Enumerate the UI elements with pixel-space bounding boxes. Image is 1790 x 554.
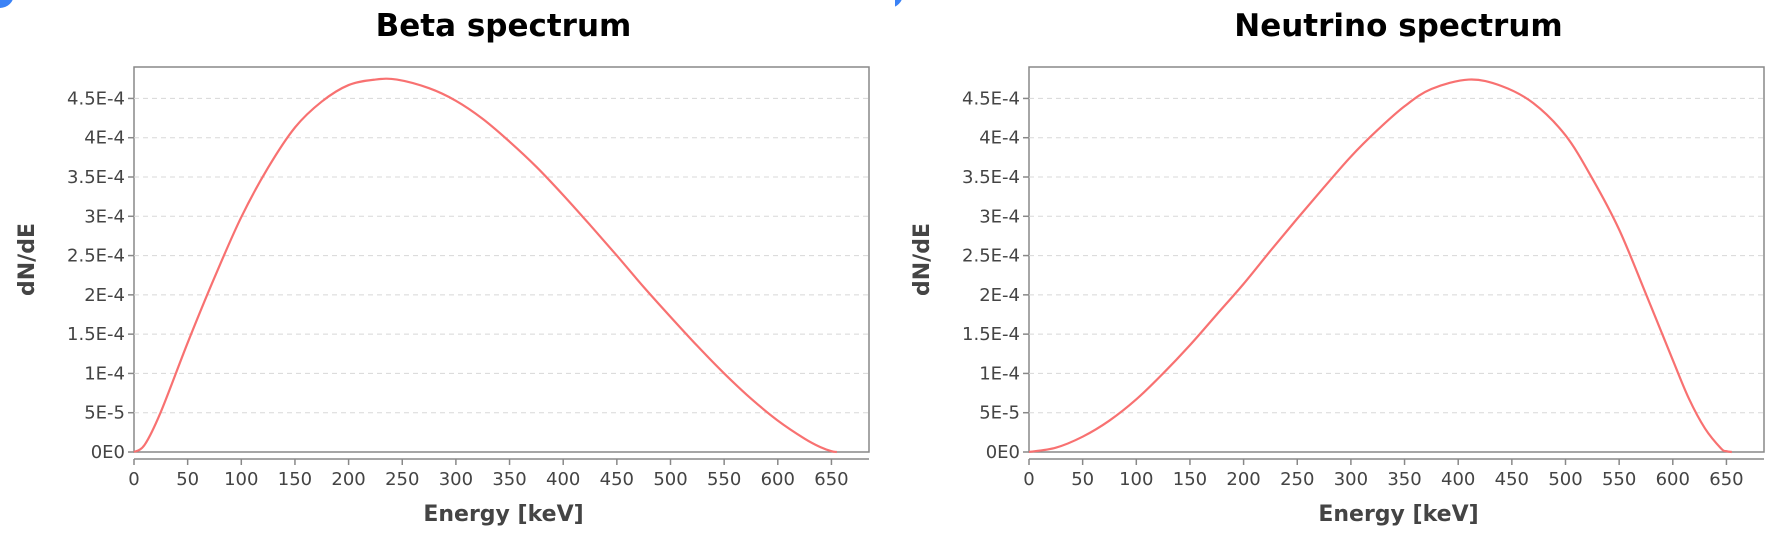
beta-spectrum-plot: Beta spectrum 0E0 5E-5 1E-4 1.5E-4 2E-4 2.5E-4… — [0, 0, 870, 527]
beta-spectrum-x-tick-label-7: 350 — [492, 469, 526, 490]
corner-indicator-icon — [0, 0, 13, 8]
beta-spectrum-plot-area — [133, 66, 870, 453]
neutrino-spectrum-y-tick-label-7: 3.5E-4 — [962, 167, 1020, 188]
beta-spectrum-x-tick-label-2: 100 — [224, 469, 258, 490]
neutrino-spectrum-x-tick-label-0: 0 — [1023, 469, 1034, 490]
beta-spectrum-x-axis-label: Energy [keV] — [423, 502, 583, 527]
neutrino-spectrum-y-tick-label-2: 1E-4 — [979, 363, 1020, 384]
neutrino-spectrum-x-tick-label-10: 500 — [1548, 469, 1582, 490]
beta-spectrum-x-tick-label-8: 400 — [546, 469, 580, 490]
neutrino-spectrum-series-line-0 — [1028, 78, 1732, 454]
beta-spectrum-y-tick-label-8: 4E-4 — [84, 128, 125, 149]
beta-spectrum-x-tick-label-12: 600 — [761, 469, 795, 490]
neutrino-spectrum-title: Neutrino spectrum — [1234, 8, 1562, 44]
neutrino-spectrum-chart: Neutrino spectrum 0E0 5E-5 1E-4 1.5E-4 2E-4 2.… — [876, 0, 1790, 554]
neutrino-spectrum-plot-area — [1028, 66, 1765, 453]
beta-spectrum-y-tick-label-1: 5E-5 — [84, 403, 125, 424]
beta-spectrum-y-tick-label-9: 4.5E-4 — [67, 88, 125, 109]
neutrino-spectrum-x-tick-label-11: 550 — [1602, 469, 1636, 490]
beta-spectrum-x-tick-label-9: 450 — [600, 469, 634, 490]
beta-spectrum-y-tick-label-5: 2.5E-4 — [67, 246, 125, 267]
beta-spectrum-chart: Beta spectrum 0E0 5E-5 1E-4 1.5E-4 2E-4 2.5E-4… — [0, 0, 870, 527]
neutrino-spectrum-y-tick-label-9: 4.5E-4 — [962, 88, 1020, 109]
corner-indicator-icon — [876, 0, 902, 8]
beta-spectrum-x-tick-label-4: 200 — [331, 469, 365, 490]
beta-spectrum-y-tick-label-7: 3.5E-4 — [67, 167, 125, 188]
neutrino-spectrum-y-tick-label-8: 4E-4 — [979, 128, 1020, 149]
beta-spectrum-x-tick-label-1: 50 — [176, 469, 199, 490]
neutrino-spectrum-y-axis-label: dN/dE — [910, 223, 935, 296]
beta-spectrum-series-line-0 — [133, 77, 837, 454]
beta-spectrum-y-tick-label-4: 2E-4 — [84, 285, 125, 306]
beta-spectrum-y-axis-label: dN/dE — [15, 223, 40, 296]
neutrino-spectrum-x-tick-label-1: 50 — [1071, 469, 1094, 490]
neutrino-spectrum-x-tick-label-2: 100 — [1119, 469, 1153, 490]
neutrino-spectrum-y-tick-label-5: 2.5E-4 — [962, 246, 1020, 267]
beta-spectrum-y-tick-label-0: 0E0 — [91, 442, 125, 463]
neutrino-spectrum-x-tick-label-12: 600 — [1656, 469, 1690, 490]
beta-spectrum-y-tick-label-6: 3E-4 — [84, 206, 125, 227]
neutrino-spectrum-y-tick-label-3: 1.5E-4 — [962, 324, 1020, 345]
beta-spectrum-x-tick-label-3: 150 — [278, 469, 312, 490]
beta-spectrum-x-tick-label-0: 0 — [128, 469, 139, 490]
neutrino-spectrum-x-tick-label-3: 150 — [1173, 469, 1207, 490]
beta-spectrum-y-tick-label-3: 1.5E-4 — [67, 324, 125, 345]
neutrino-spectrum-y-tick-label-1: 5E-5 — [979, 403, 1020, 424]
neutrino-spectrum-y-tick-label-6: 3E-4 — [979, 206, 1020, 227]
neutrino-spectrum-x-tick-label-4: 200 — [1226, 469, 1260, 490]
neutrino-spectrum-x-tick-label-13: 650 — [1709, 469, 1743, 490]
beta-spectrum-x-tick-label-6: 300 — [439, 469, 473, 490]
neutrino-spectrum-plot: Neutrino spectrum 0E0 5E-5 1E-4 1.5E-4 2E-4 2.… — [876, 0, 1765, 527]
beta-spectrum-x-tick-label-13: 650 — [814, 469, 848, 490]
neutrino-spectrum-x-tick-label-9: 450 — [1495, 469, 1529, 490]
beta-spectrum-title: Beta spectrum — [376, 8, 632, 44]
neutrino-spectrum-y-tick-label-0: 0E0 — [986, 442, 1020, 463]
beta-spectrum-x-tick-label-11: 550 — [707, 469, 741, 490]
neutrino-spectrum-x-tick-label-7: 350 — [1387, 469, 1421, 490]
beta-spectrum-x-tick-label-10: 500 — [653, 469, 687, 490]
neutrino-spectrum-x-tick-label-5: 250 — [1280, 469, 1314, 490]
beta-spectrum-y-tick-label-2: 1E-4 — [84, 363, 125, 384]
neutrino-spectrum-x-tick-label-8: 400 — [1441, 469, 1475, 490]
neutrino-spectrum-x-tick-label-6: 300 — [1334, 469, 1368, 490]
neutrino-spectrum-x-axis-label: Energy [keV] — [1318, 502, 1478, 527]
beta-spectrum-x-tick-label-5: 250 — [385, 469, 419, 490]
neutrino-spectrum-y-tick-label-4: 2E-4 — [979, 285, 1020, 306]
